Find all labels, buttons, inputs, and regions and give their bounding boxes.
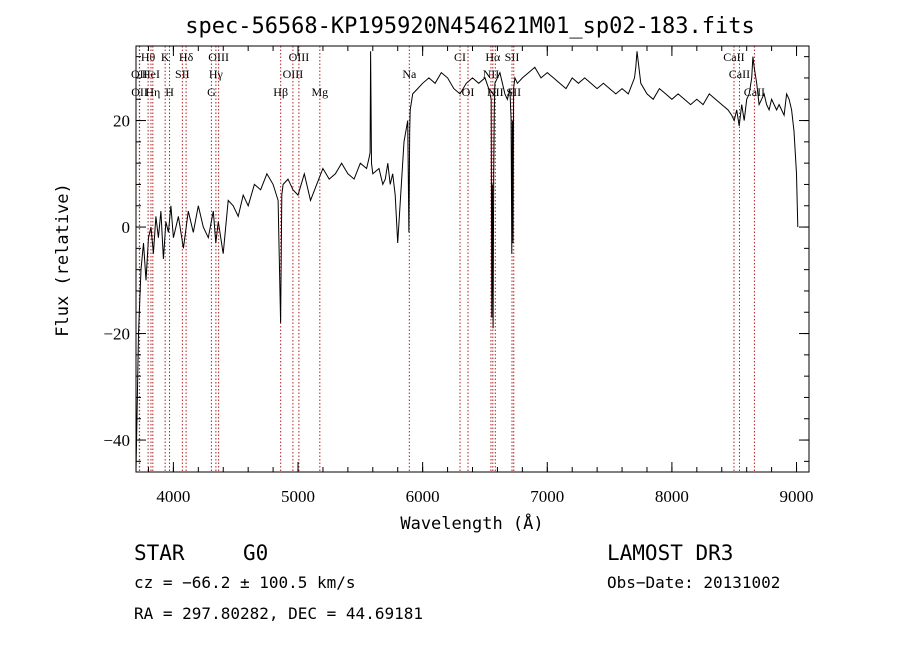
line-label-13: OIII: [289, 50, 310, 64]
line-label-12: Hβ: [273, 85, 288, 99]
line-label-5: K: [161, 50, 170, 64]
x-tick-label-1: 5000: [281, 487, 315, 506]
cz-readout: cz = −66.2 ± 100.5 km/s: [134, 573, 356, 592]
x-tick-label-3: 7000: [530, 487, 564, 506]
line-label-6: H: [165, 85, 174, 99]
line-label-15: Mg: [311, 85, 328, 99]
series-flux: [135, 51, 799, 473]
x-axis-label: Wavelength (Å): [400, 512, 543, 534]
line-label-25: CaII: [729, 67, 750, 81]
line-label-17: CI: [454, 50, 466, 64]
line-label-8: Hδ: [179, 50, 194, 64]
line-label-18: OI: [462, 85, 475, 99]
line-label-21: NII: [487, 85, 504, 99]
line-label-24: CaII: [723, 50, 744, 64]
obs-date: Obs−Date: 20131002: [607, 573, 781, 592]
chart-title: spec-56568-KP195920N454621M01_sp02-183.f…: [185, 14, 755, 39]
line-label-16: Na: [402, 67, 417, 81]
line-label-22: SII: [505, 50, 520, 64]
line-label-11: G: [207, 85, 216, 99]
x-tick-label-2: 6000: [406, 487, 440, 506]
line-label-14: OIII: [283, 67, 304, 81]
y-tick-label-3: 20: [113, 112, 130, 131]
line-label-9: OIII: [208, 50, 229, 64]
x-tick-label-0: 4000: [156, 487, 190, 506]
line-label-19: Hα: [485, 50, 501, 64]
line-label-26: CaII: [744, 85, 765, 99]
plot-frame: [135, 45, 810, 473]
survey-label: LAMOST DR3: [607, 541, 734, 565]
x-tick-label-5: 9000: [780, 487, 814, 506]
y-axis-label: Flux (relative): [53, 183, 73, 337]
line-label-10: Hγ: [209, 67, 224, 81]
line-label-2: OII: [131, 85, 148, 99]
y-tick-label-0: −40: [103, 431, 130, 450]
series-layer: [135, 51, 799, 473]
class-label: STAR: [134, 541, 185, 565]
line-label-0: Hθ: [141, 50, 156, 64]
line-label-4: Hη: [145, 85, 160, 99]
y-tick-label-1: −20: [103, 325, 130, 344]
radec-readout: RA = 297.80282, DEC = 44.69181: [134, 604, 423, 623]
line-label-7: SII: [175, 67, 190, 81]
axes-layer: 4000 5000 6000 7000 8000 9000 −40 −20 0 20: [103, 46, 814, 506]
x-tick-label-4: 8000: [655, 487, 689, 506]
line-label-3: HeI: [142, 67, 160, 81]
subclass-label: G0: [243, 541, 269, 565]
y-tick-label-2: 0: [122, 218, 131, 237]
